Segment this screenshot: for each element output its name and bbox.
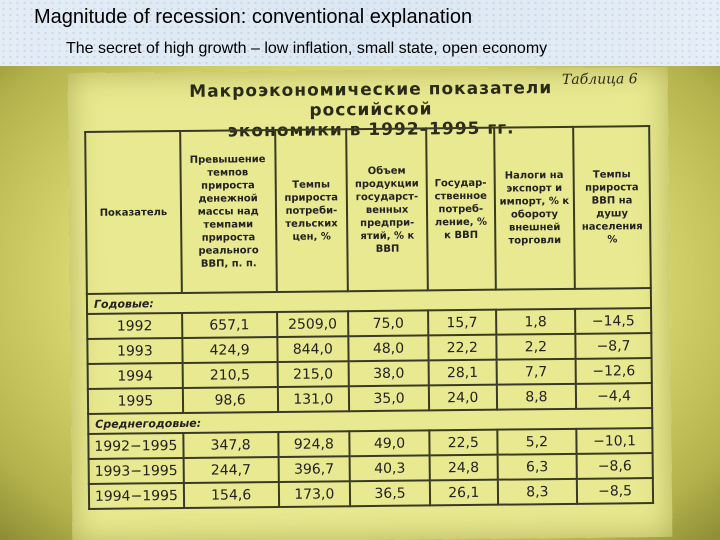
column-header: Государ-ственное потреб-ление, % к ВВП — [426, 127, 496, 291]
value-cell: −14,5 — [575, 308, 652, 334]
table-row: 1994−1995 154,6 173,0 36,5 26,1 8,3 −8,5 — [88, 478, 654, 509]
value-cell: 28,1 — [428, 359, 497, 386]
value-cell: 347,8 — [183, 431, 279, 458]
value-cell: 49,0 — [349, 430, 430, 457]
value-cell: 844,0 — [276, 336, 349, 362]
value-cell: 215,0 — [277, 361, 350, 387]
table-header-row: Показатель Превышение темпов прироста ден… — [85, 126, 651, 294]
value-cell: 2509,0 — [276, 311, 349, 337]
row-label-cell: 1995 — [87, 387, 183, 414]
column-header: Превышение темпов прироста денежной масс… — [180, 129, 277, 293]
value-cell: 210,5 — [182, 361, 278, 388]
row-label-cell: 1992 — [87, 312, 183, 339]
value-cell: −8,5 — [577, 478, 654, 504]
value-cell: 24,0 — [428, 384, 497, 411]
column-header: Темпы прироста потреби-тельских цен, % — [274, 129, 349, 292]
row-label-cell: 1994 — [87, 362, 183, 389]
row-label-cell: 1993 — [87, 337, 183, 364]
value-cell: 7,7 — [496, 358, 577, 385]
value-cell: 75,0 — [348, 310, 429, 337]
value-cell: 24,8 — [429, 454, 498, 481]
value-cell: 5,2 — [497, 428, 577, 455]
value-cell: 1,8 — [495, 308, 576, 335]
table-photo: Таблица 6 Макроэкономические показатели … — [0, 66, 720, 540]
column-header: Объем продукции государст-венных предпри… — [346, 128, 428, 292]
value-cell: 22,2 — [428, 334, 497, 361]
table-title-line1: Макроэкономические показатели российской — [189, 78, 553, 121]
column-header: Темпы прироста ВВП на душу населения % — [573, 126, 651, 289]
value-cell: 924,8 — [277, 431, 350, 457]
value-cell: −10,1 — [576, 428, 653, 454]
value-cell: 36,5 — [350, 480, 431, 507]
value-cell: 98,6 — [182, 386, 278, 413]
row-label-cell: 1992−1995 — [88, 432, 184, 459]
row-label-cell: 1994−1995 — [88, 482, 184, 509]
value-cell: 8,3 — [497, 478, 578, 505]
value-cell: 6,3 — [497, 453, 578, 480]
macro-indicators-table: Показатель Превышение темпов прироста ден… — [84, 125, 654, 510]
value-cell: 26,1 — [429, 479, 498, 506]
value-cell: 48,0 — [348, 335, 429, 362]
slide-title: Magnitude of recession: conventional exp… — [34, 6, 473, 28]
value-cell: 22,5 — [429, 429, 498, 456]
value-cell: 38,0 — [348, 360, 429, 387]
paper-sheet: Таблица 6 Макроэкономические показатели … — [67, 66, 673, 540]
column-header: Показатель — [85, 130, 182, 294]
value-cell: 35,0 — [349, 385, 430, 412]
column-header: Налоги на экспорт и импорт, % к обороту … — [493, 126, 576, 290]
value-cell: 244,7 — [183, 456, 279, 483]
slide-header: Magnitude of recession: conventional exp… — [0, 0, 720, 66]
value-cell: 424,9 — [182, 336, 278, 363]
value-cell: 173,0 — [278, 481, 351, 507]
value-cell: 15,7 — [428, 309, 497, 336]
value-cell: −8,6 — [576, 453, 653, 479]
value-cell: 40,3 — [349, 455, 430, 482]
value-cell: 396,7 — [278, 456, 351, 482]
value-cell: 2,2 — [496, 333, 576, 360]
row-label-cell: 1993−1995 — [88, 457, 184, 484]
value-cell: 8,8 — [496, 383, 577, 410]
slide-subtitle: The secret of high growth – low inflatio… — [66, 40, 548, 57]
value-cell: −4,4 — [576, 383, 653, 409]
value-cell: 154,6 — [183, 481, 279, 508]
value-cell: −8,7 — [575, 333, 652, 359]
table-body: Годовые: 1992 657,1 2509,0 75,0 15,7 1,8 −14,5 1… — [86, 288, 654, 509]
value-cell: 657,1 — [181, 311, 277, 338]
value-cell: −12,6 — [575, 358, 652, 384]
value-cell: 131,0 — [277, 386, 350, 412]
